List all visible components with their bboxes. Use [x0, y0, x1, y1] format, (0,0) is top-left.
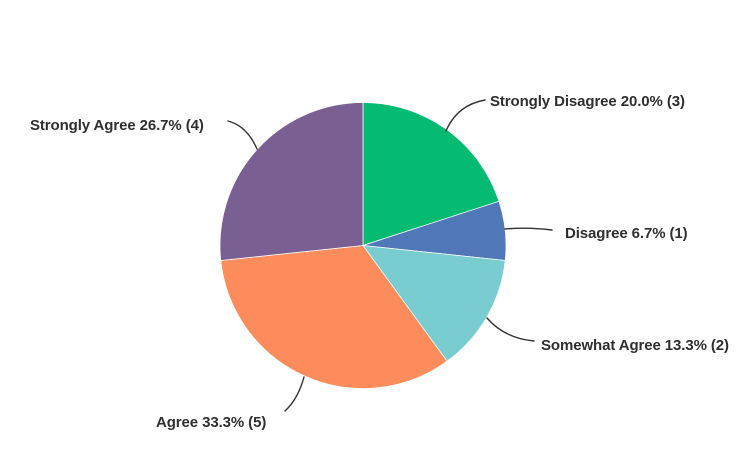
- leader-line-disagree: [504, 227, 553, 231]
- leader-line-agree: [284, 376, 305, 412]
- leader-line-somewhat-agree: [486, 317, 535, 342]
- slice-label-strongly-agree: Strongly Agree 26.7% (4): [30, 117, 204, 134]
- slice-label-agree: Agree 33.3% (5): [156, 414, 267, 431]
- leader-line-strongly-disagree: [445, 99, 486, 132]
- pie-slice-somewhat-agree: [362, 245, 506, 362]
- slice-label-disagree: Disagree 6.7% (1): [565, 225, 688, 242]
- pie-slice-strongly-agree: [219, 102, 364, 261]
- slice-label-somewhat-agree: Somewhat Agree 13.3% (2): [541, 337, 729, 354]
- leader-line-strongly-agree: [227, 120, 258, 150]
- leader-lines: [227, 99, 553, 412]
- pie-slice-agree: [220, 245, 448, 389]
- pie-slices: [219, 102, 507, 389]
- slice-label-strongly-disagree: Strongly Disagree 20.0% (3): [490, 93, 685, 110]
